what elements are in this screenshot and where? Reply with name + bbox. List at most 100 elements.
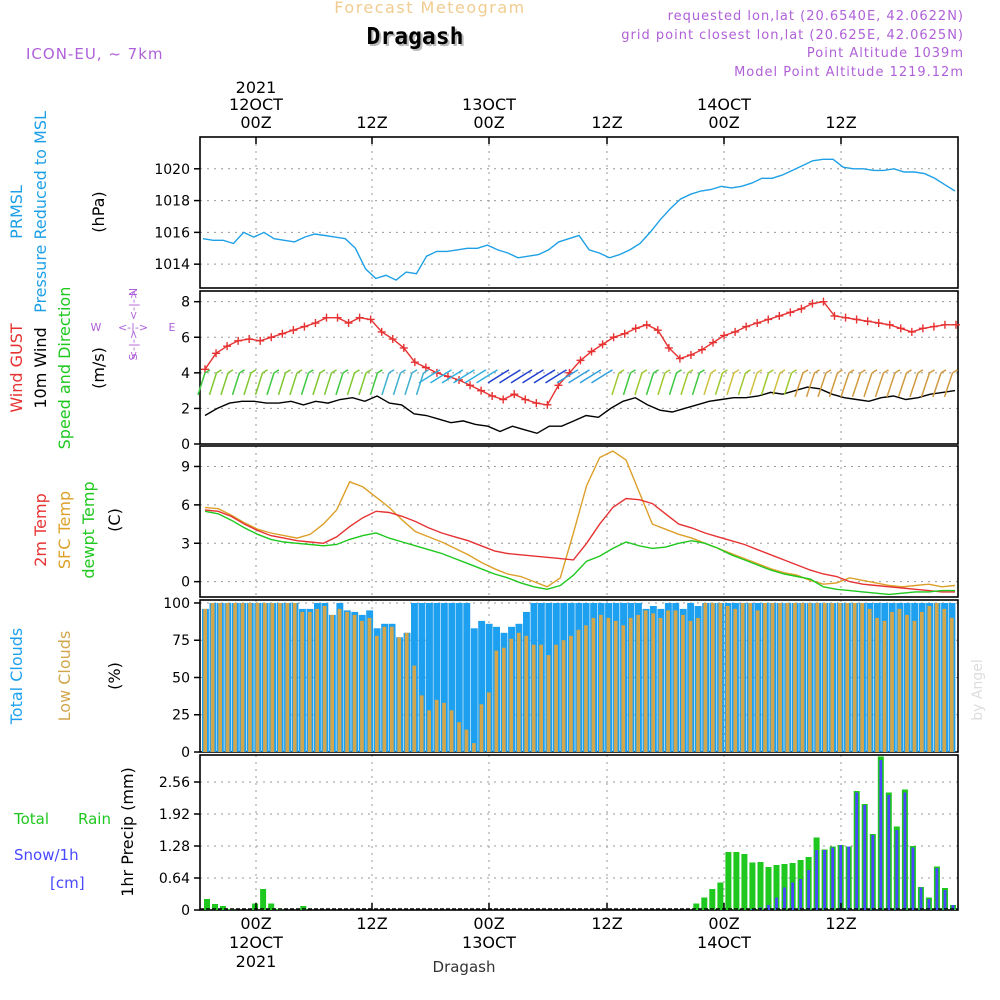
wind-barb-flag [733, 369, 740, 374]
gust-marker [355, 313, 364, 322]
wind-barb-flag [296, 369, 303, 374]
y-tick-label: 0 [181, 903, 190, 919]
low-cloud-bar [808, 603, 812, 752]
wind-barb [909, 372, 919, 398]
precip-unit-label: [cm] [50, 874, 85, 892]
temp-2m-label: 2m Temp [31, 493, 50, 567]
gust-marker [797, 304, 806, 313]
gridpoint-coords: grid point closest lon,lat (20.625E, 42.… [621, 28, 964, 43]
rain-bar [252, 903, 259, 910]
wind-barb-flag [883, 369, 889, 374]
wind-barb-flag [653, 369, 659, 374]
wind-barb-flag [434, 369, 441, 374]
wind-barb [323, 372, 333, 396]
dewpt-line [204, 510, 955, 596]
wind-barb [335, 372, 344, 396]
snow-bar [815, 850, 818, 910]
rain-bar [260, 889, 267, 910]
wind-barb [418, 372, 436, 384]
wind-barb-flag [354, 369, 360, 374]
rain-bar [300, 906, 307, 910]
gust-marker [609, 333, 618, 342]
gust-marker [377, 327, 386, 336]
gust-marker [543, 400, 552, 409]
low-cloud-bar [890, 611, 894, 752]
total-cloud-bar [426, 603, 433, 752]
wind-barb [300, 372, 310, 396]
temp-sfc-label: SFC Temp [55, 491, 74, 569]
low-cloud-bar [539, 644, 543, 752]
low-cloud-bar [330, 614, 334, 752]
gust-marker [896, 324, 905, 333]
total-cloud-bar [455, 603, 463, 752]
low-cloud-bar [210, 603, 215, 752]
low-cloud-bar [352, 614, 357, 752]
wind-barb [851, 372, 862, 398]
y-tick-label: 50 [172, 670, 190, 686]
low-cloud-bar [449, 710, 454, 752]
total-cloud-bar [448, 603, 456, 752]
low-cloud-bar [763, 603, 767, 752]
snow-bar [839, 845, 843, 910]
low-cloud-bar [666, 610, 670, 752]
wind-barb [392, 372, 402, 396]
snow-bar [895, 830, 899, 910]
top-time-label: 00Z [473, 113, 504, 132]
wind-barb [568, 372, 585, 384]
low-cloud-bar [255, 603, 260, 752]
bottom-time-label: 12Z [591, 914, 622, 933]
snow-bar [903, 792, 907, 910]
low-cloud-bar [599, 614, 603, 752]
low-cloud-bar [725, 606, 730, 752]
wind-barb-flag [227, 369, 234, 374]
low-cloud-bar [718, 603, 723, 752]
gust-marker [212, 349, 221, 358]
total-cloud-bar [478, 620, 486, 752]
gust-marker [764, 315, 773, 324]
panel-temp: 0 3 6 9 [181, 445, 959, 598]
y-tick-label: 8 [181, 295, 190, 311]
low-cloud-bar [248, 603, 252, 752]
gust-marker [731, 327, 740, 336]
gust-marker [885, 320, 894, 329]
gust-marker [421, 363, 430, 372]
wind-barb-flag [676, 369, 682, 374]
rain-bar [268, 903, 275, 910]
low-cloud-bar [375, 635, 379, 752]
wind-barb [668, 372, 678, 396]
wind-barb-flag [446, 369, 452, 374]
low-cloud-bar [315, 608, 319, 752]
low-cloud-bar [561, 640, 566, 752]
wind-barb [533, 372, 551, 384]
low-cloud-bar [524, 635, 529, 752]
low-cloud-bar [345, 611, 349, 752]
wind-barb [772, 372, 781, 396]
y-tick-label: 2.56 [159, 775, 190, 791]
low-cloud-bar [658, 617, 663, 752]
wind-barb [794, 372, 804, 398]
low-cloud-bar [240, 603, 245, 752]
sfc-temp-line [204, 450, 956, 588]
wind-barb [691, 372, 701, 396]
low-cloud-bar [636, 614, 640, 752]
low-cloud-bar [390, 626, 394, 752]
wind-barb-flag [837, 369, 843, 374]
gust-marker [952, 320, 960, 329]
wind-barb-flag [630, 369, 636, 374]
rain-bar [757, 862, 764, 910]
compass-n-arrow: <-|-> [127, 290, 140, 320]
low-cloud-bar [793, 603, 797, 752]
top-time-label: 00Z [708, 113, 739, 132]
snow-bar [799, 879, 802, 910]
low-cloud-bar [360, 620, 364, 752]
gust-marker [819, 297, 828, 306]
low-cloud-bar [233, 603, 237, 752]
low-cloud-bar [307, 611, 312, 752]
gust-marker [709, 338, 718, 347]
wind-barb-flag [584, 369, 590, 374]
gust-marker [223, 342, 232, 351]
bottom-date-label: 13OCT [462, 933, 516, 952]
footer-location: Dragash [433, 958, 496, 976]
wind-barb [611, 372, 620, 396]
wind-barb-flag [779, 369, 786, 374]
